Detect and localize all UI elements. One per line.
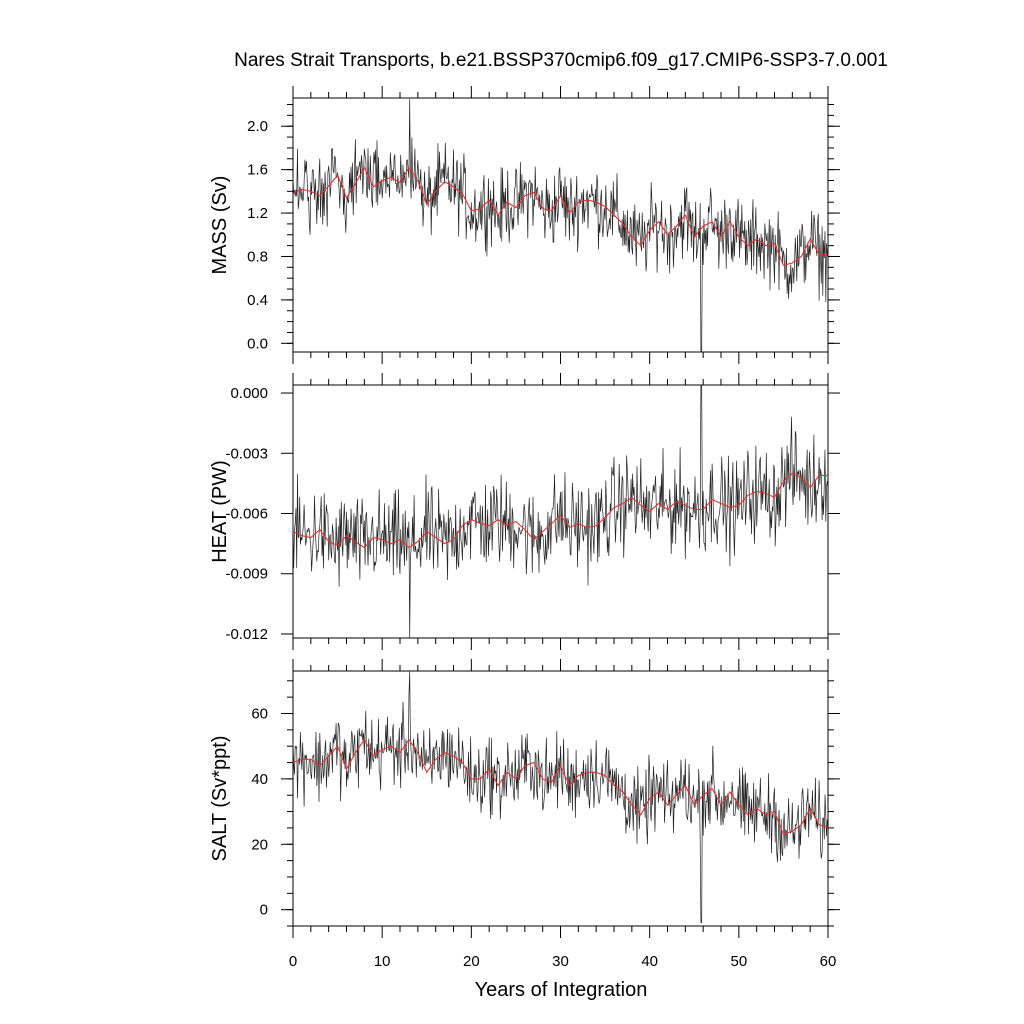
plot-frame	[292, 97, 829, 353]
x-tick-label: 30	[552, 953, 569, 970]
x-tick-label: 60	[820, 953, 837, 970]
y-tick-label: 0	[260, 902, 268, 919]
y-axis-label: HEAT (PW)	[209, 460, 231, 563]
y-tick-label: 2.0	[247, 118, 268, 135]
x-tick-label: 40	[641, 953, 658, 970]
y-tick-label: 20	[251, 836, 268, 853]
y-tick-label: 40	[251, 771, 268, 788]
y-tick-label: 1.6	[247, 162, 268, 179]
heat-panel: 0.000 -0.003 -0.006 -0.009 -0.012 HEAT (PW)	[209, 373, 840, 650]
y-tick-label: 0.8	[247, 248, 268, 265]
x-tick-label: 10	[374, 953, 391, 970]
chart-title: Nares Strait Transports, b.e21.BSSP370cm…	[234, 50, 888, 71]
y-tick-label: 1.2	[247, 205, 268, 222]
monthly-series-line	[292, 670, 829, 924]
y-tick-label: -0.003	[225, 445, 268, 462]
annual-mean-line	[292, 166, 828, 266]
monthly-series-line	[292, 99, 829, 353]
mass-panel: 0.0 0.4 0.8 1.2 1.6 2.0 MASS (Sv)	[209, 86, 840, 364]
y-tick-label: 0.4	[247, 292, 268, 309]
y-axis-label: MASS (Sv)	[209, 176, 231, 275]
monthly-series-line	[292, 384, 829, 639]
salt-panel: 0 20 40 60 0 10 20 30 40 50 60 SALT (Sv*ppt)	[209, 659, 840, 970]
y-tick-label: -0.012	[225, 626, 268, 643]
y-tick-label: 0.000	[230, 385, 268, 402]
x-tick-label: 0	[289, 953, 297, 970]
y-tick-label: 0.0	[247, 335, 268, 352]
y-tick-label: -0.006	[225, 506, 268, 523]
x-axis-label: Years of Integration	[475, 979, 648, 1001]
y-tick-label: 60	[251, 706, 268, 723]
y-axis-label: SALT (Sv*ppt)	[209, 736, 231, 862]
x-tick-label: 50	[730, 953, 747, 970]
y-tick-label: -0.009	[225, 566, 268, 583]
x-tick-label: 20	[463, 953, 480, 970]
annual-mean-line	[292, 472, 828, 549]
annual-mean-line	[292, 738, 829, 836]
